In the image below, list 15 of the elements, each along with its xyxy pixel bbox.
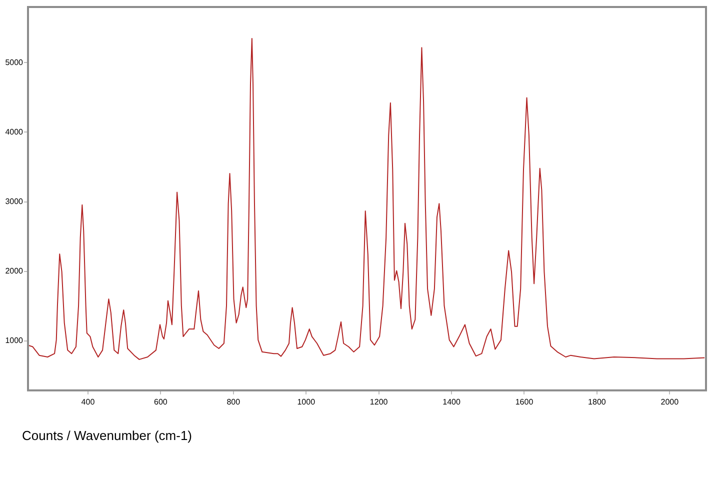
y-tick-label: 2000: [5, 266, 24, 276]
x-tick-label: 1600: [515, 397, 534, 406]
y-tick-label: 4000: [5, 127, 24, 136]
x-tick-label: 1000: [297, 397, 316, 406]
y-tick-label: 3000: [5, 197, 24, 206]
x-tick-label: 2000: [660, 397, 680, 406]
x-tick-label: 600: [154, 397, 168, 406]
x-axis-title: Counts / Wavenumber (cm-1): [22, 428, 192, 443]
x-tick-label: 400: [81, 397, 96, 406]
x-tick-label: 1800: [588, 397, 606, 406]
x-tick-label: 800: [226, 397, 241, 406]
y-tick-label: 5000: [5, 58, 24, 67]
x-tick-label: 1200: [370, 397, 388, 406]
y-tick-label: 1000: [5, 336, 24, 346]
x-tick-label: 1400: [442, 397, 461, 406]
